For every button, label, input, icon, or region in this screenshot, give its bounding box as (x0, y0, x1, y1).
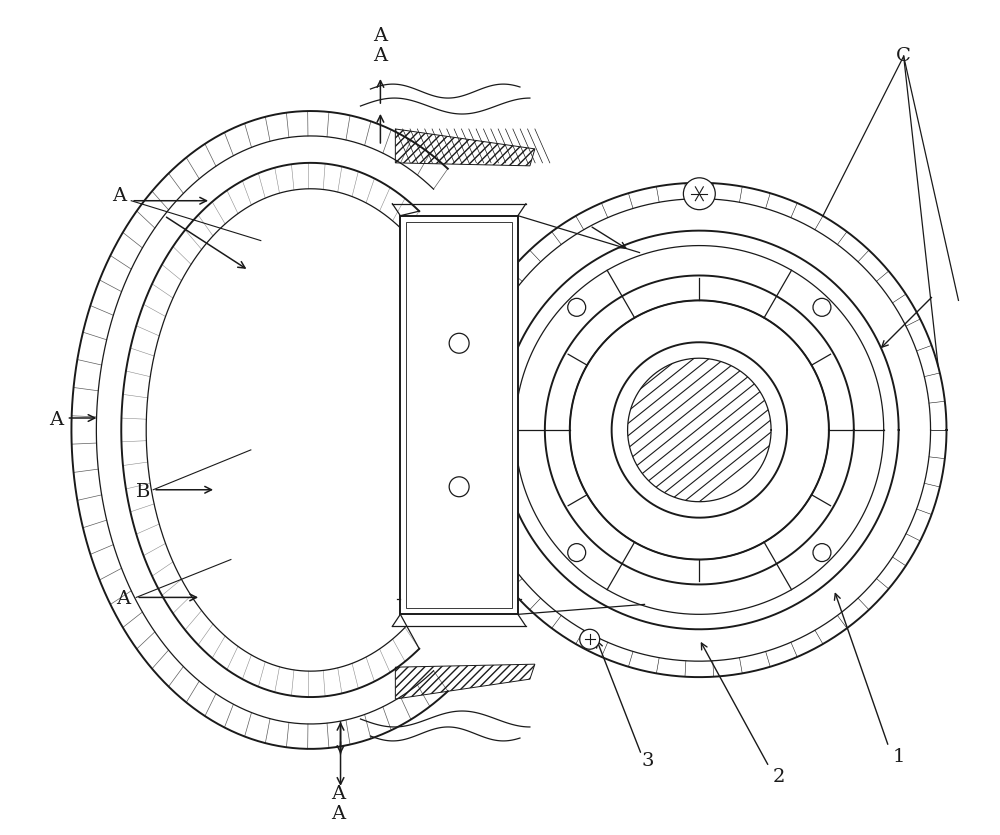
Circle shape (813, 298, 831, 316)
Circle shape (449, 333, 469, 353)
Text: 2: 2 (773, 768, 785, 786)
Text: B: B (136, 483, 150, 501)
Text: A: A (373, 28, 387, 45)
Text: A: A (331, 785, 346, 802)
Circle shape (568, 544, 586, 562)
Text: A: A (116, 590, 130, 609)
Text: 1: 1 (892, 748, 905, 766)
Circle shape (449, 477, 469, 497)
Polygon shape (395, 664, 535, 699)
Text: A: A (112, 187, 126, 205)
Circle shape (580, 630, 600, 650)
Bar (406, 221, 512, 609)
Bar (400, 215, 518, 615)
Text: A: A (49, 411, 64, 429)
Circle shape (813, 544, 831, 562)
Circle shape (568, 298, 586, 316)
Circle shape (683, 178, 715, 210)
Text: C: C (896, 48, 911, 65)
Polygon shape (395, 129, 535, 166)
Text: 3: 3 (641, 752, 654, 770)
Text: A: A (373, 48, 387, 65)
Text: A: A (331, 805, 346, 822)
